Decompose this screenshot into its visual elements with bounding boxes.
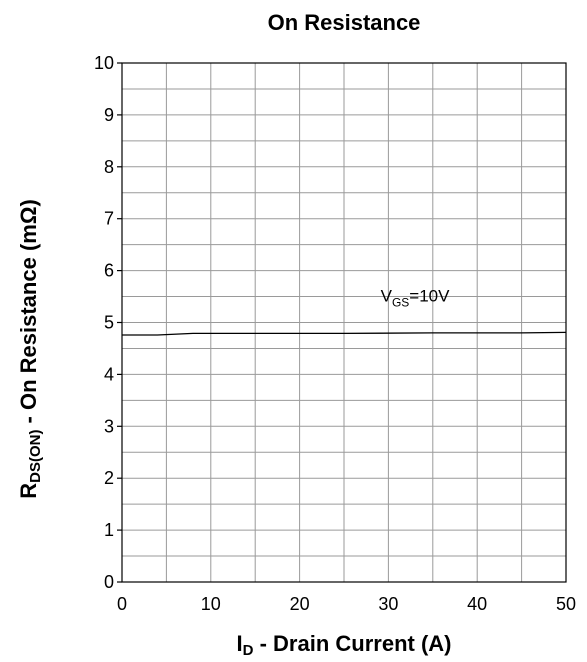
y-tick-label: 7 xyxy=(104,209,114,229)
y-axis-ticks: 0 1 2 3 4 5 6 7 8 9 10 xyxy=(94,53,122,592)
chart-title: On Resistance xyxy=(268,10,421,35)
series-group xyxy=(122,331,567,336)
x-tick-label: 0 xyxy=(117,594,127,614)
y-tick-label: 6 xyxy=(104,261,114,281)
series-line xyxy=(122,331,567,336)
y-tick-label: 3 xyxy=(104,416,114,436)
y-tick-label: 5 xyxy=(104,313,114,333)
x-tick-label: 40 xyxy=(467,594,487,614)
y-tick-label: 1 xyxy=(104,520,114,540)
y-tick-label: 2 xyxy=(104,468,114,488)
x-tick-label: 50 xyxy=(556,594,576,614)
y-tick-label: 0 xyxy=(104,572,114,592)
annotations: VGS=10V xyxy=(381,287,451,310)
x-axis-label: ID - Drain Current (A) xyxy=(237,631,452,659)
x-axis-ticks: 0 10 20 30 40 50 xyxy=(117,594,576,614)
y-tick-label: 9 xyxy=(104,105,114,125)
y-tick-label: 10 xyxy=(94,53,114,73)
y-tick-label: 4 xyxy=(104,364,114,384)
grid xyxy=(122,63,566,582)
y-axis-label: RDS(ON) - On Resistance (mΩ) xyxy=(16,199,44,499)
x-tick-label: 30 xyxy=(378,594,398,614)
x-tick-label: 20 xyxy=(290,594,310,614)
y-tick-label: 8 xyxy=(104,157,114,177)
annotation-label: VGS=10V xyxy=(381,287,451,310)
x-tick-label: 10 xyxy=(201,594,221,614)
